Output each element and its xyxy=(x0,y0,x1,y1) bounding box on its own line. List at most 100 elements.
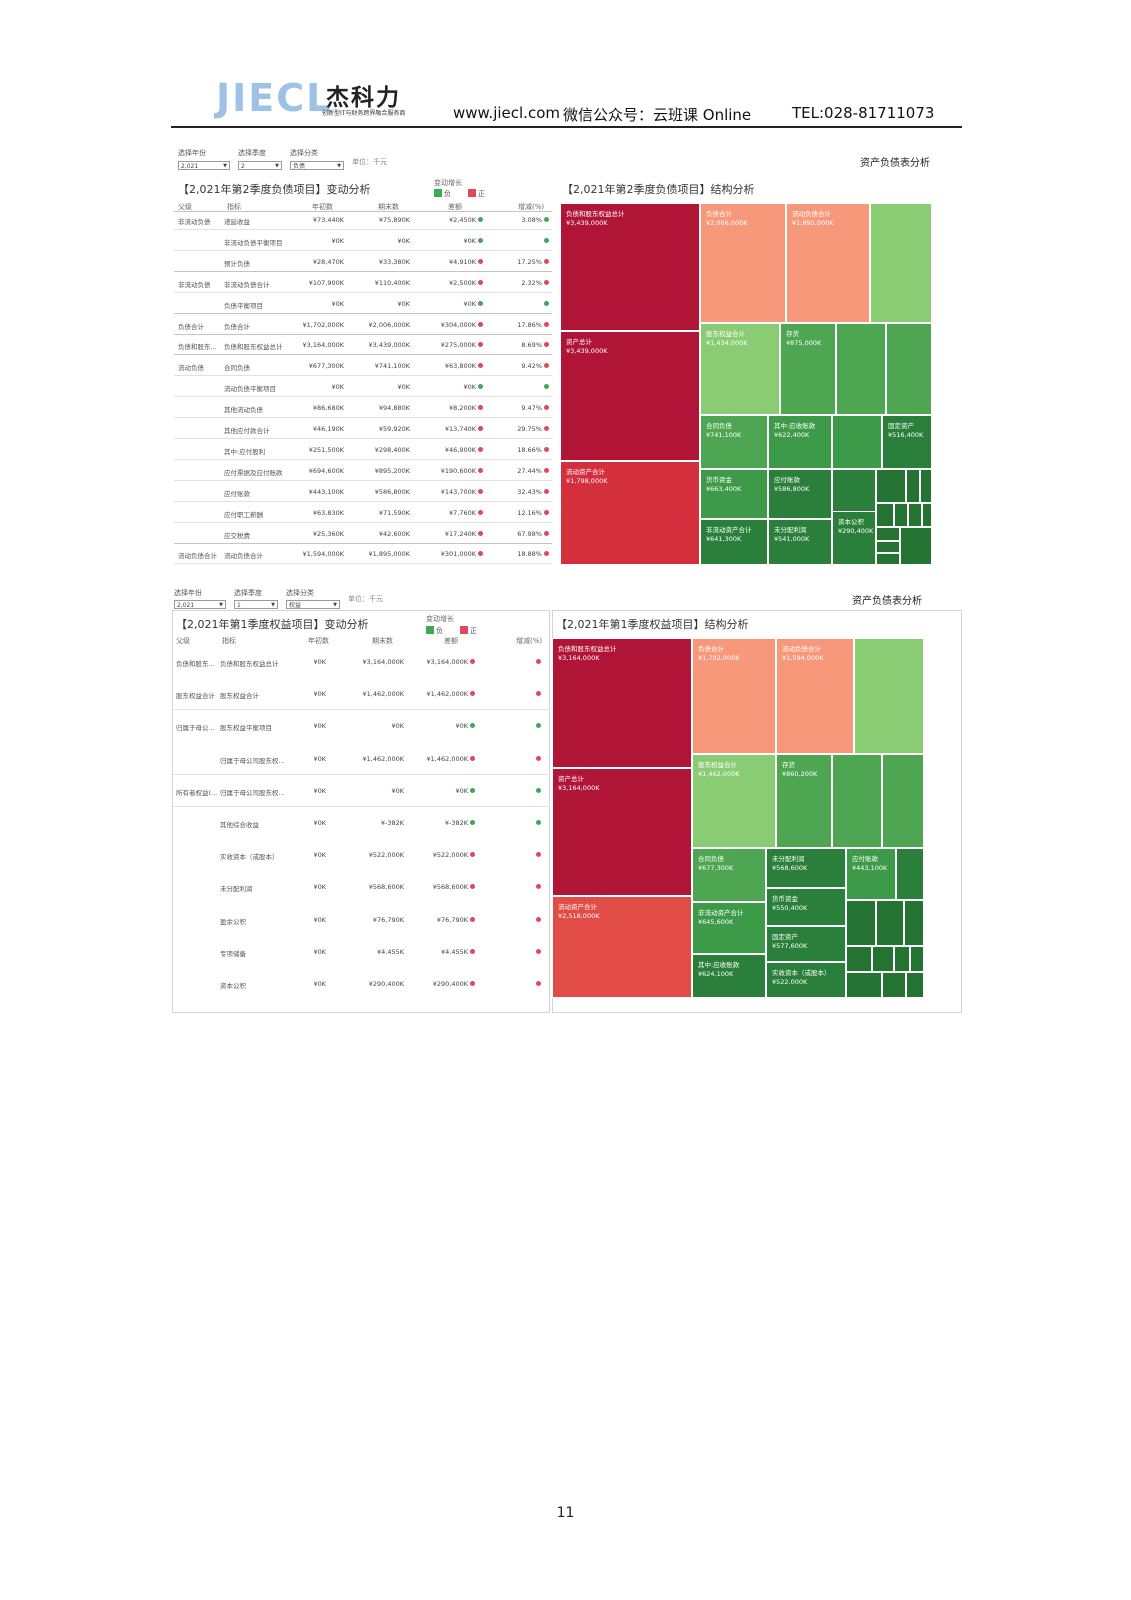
filter-year-select[interactable]: 2,021 ▼ xyxy=(174,600,226,609)
treemap-cell-name: 非流动资产合计 xyxy=(698,909,744,917)
row-diff-indicator-dot xyxy=(478,321,483,327)
row-pct-indicator-dot xyxy=(536,787,541,793)
row-diff-indicator-dot xyxy=(470,755,475,761)
treemap-title: 【2,021年第1季度权益项目】结构分析 xyxy=(556,618,749,631)
treemap-cell-value: ¥624,100K xyxy=(698,970,734,978)
row-diff-indicator-dot xyxy=(470,820,475,825)
row-divider xyxy=(172,709,550,711)
treemap-cell: 货币资金 ¥663,400K xyxy=(700,469,768,519)
website-text: www.jiecl.com xyxy=(453,104,560,122)
treemap-cell-small xyxy=(876,900,904,946)
legend-swatch-green xyxy=(426,626,434,634)
row-end-value: ¥94,880K xyxy=(378,404,410,413)
treemap-cell-label: 未分配利润 ¥568,600K xyxy=(772,855,807,873)
row-divider xyxy=(172,805,550,807)
treemap-cell-name: 合同负债 xyxy=(706,422,732,430)
row-diff-indicator-dot xyxy=(478,446,483,452)
row-pct-value: 3.08% xyxy=(521,216,542,224)
legend-label-negative: 负 xyxy=(436,627,443,635)
row-diff-indicator-dot xyxy=(478,342,483,348)
treemap-cell-label: 流动资产合计 ¥1,798,000K xyxy=(566,468,607,486)
filter-year-select[interactable]: 2,021 ▼ xyxy=(178,161,230,170)
treemap-cell-value: ¥663,400K xyxy=(706,485,742,493)
row-pct-indicator-dot xyxy=(536,723,541,729)
treemap-cell: 存货 ¥875,000K xyxy=(780,323,836,415)
row-end-value: ¥-382K xyxy=(380,819,404,827)
row-parent-label: 流动负债合计 xyxy=(178,552,217,561)
filter-quarter-select[interactable]: 2 ▼ xyxy=(238,161,282,170)
row-diff-value: ¥1,462,000K xyxy=(426,754,468,763)
treemap-cell-label: 其中:应收账款 ¥622,400K xyxy=(774,422,815,440)
filter-quarter-label: 选择季度 xyxy=(238,149,266,157)
row-diff-value: ¥17,240K xyxy=(444,529,476,538)
row-diff-indicator-dot xyxy=(478,363,483,369)
treemap-cell: 资产总计 ¥3,164,000K xyxy=(552,768,692,896)
row-end-value: ¥110,400K xyxy=(374,278,410,287)
row-parent-label: 负债和股东... xyxy=(178,343,217,352)
row-divider xyxy=(174,500,552,502)
filter-category-label: 选择分类 xyxy=(290,149,318,157)
row-end-value: ¥895,200K xyxy=(374,466,410,475)
row-metric-label: 盈余公积 xyxy=(220,917,246,926)
row-diff-value: ¥3,164,000K xyxy=(426,658,468,666)
chevron-down-icon: ▼ xyxy=(275,163,279,169)
row-diff-value: ¥1,462,000K xyxy=(426,690,468,699)
filter-category-value: 权益 xyxy=(289,602,302,609)
row-end-value: ¥0K xyxy=(397,383,410,392)
row-diff-indicator-dot xyxy=(470,884,475,890)
row-diff-value: ¥0K xyxy=(463,236,476,245)
treemap-cell: 负债合计 ¥2,006,000K xyxy=(700,203,786,323)
row-diff-indicator-dot xyxy=(478,300,483,306)
table-title: 【2,021年第1季度权益项目】变动分析 xyxy=(176,618,369,631)
dashboard-corner-title: 资产负债表分析 xyxy=(852,596,922,607)
treemap-cell-small xyxy=(846,900,876,946)
treemap-cell-small xyxy=(870,203,932,323)
table-title: 【2,021年第2季度负债项目】变动分析 xyxy=(178,183,371,196)
row-diff-indicator-dot xyxy=(470,948,475,954)
row-diff-indicator-dot xyxy=(478,237,483,243)
row-divider xyxy=(174,542,552,544)
treemap-cell-value: ¥875,000K xyxy=(786,339,822,347)
row-pct-indicator-dot xyxy=(536,691,541,697)
treemap-cell-label: 合同负债 ¥741,100K xyxy=(706,422,741,440)
row-diff-indicator-dot xyxy=(478,384,483,390)
treemap-cell-label: 负债和股东权益总计 ¥3,439,000K xyxy=(566,210,625,228)
treemap-cell-small xyxy=(876,469,906,503)
row-pct-value: 17.25% xyxy=(517,257,542,266)
treemap-cell-value: ¥3,164,000K xyxy=(558,784,600,792)
filter-category-select[interactable]: 权益 ▼ xyxy=(286,600,340,609)
row-diff-value: ¥522,000K xyxy=(432,851,468,860)
treemap-cell-name: 固定资产 xyxy=(772,933,798,941)
treemap-cell-name: 实收资本（或股本） xyxy=(772,969,831,977)
treemap-cell-value: ¥1,702,000K xyxy=(698,654,740,662)
row-metric-label: 未分配利润 xyxy=(220,885,253,894)
legend-swatch-red xyxy=(468,189,476,197)
treemap-cell-name: 非流动资产合计 xyxy=(706,526,752,534)
row-end-value: ¥741,100K xyxy=(374,362,410,371)
treemap-cell-name: 货币资金 xyxy=(772,895,798,903)
row-pct-indicator-dot xyxy=(544,488,549,494)
treemap-cell-label: 应付账款 ¥443,100K xyxy=(852,855,887,873)
row-pct-indicator-dot xyxy=(544,551,549,557)
row-begin-value: ¥677,300K xyxy=(308,362,344,371)
treemap-cell-small xyxy=(846,972,882,998)
treemap-cell-value: ¥541,000K xyxy=(774,535,810,543)
filter-category-select[interactable]: 负债 ▼ xyxy=(290,161,344,170)
treemap-cell-value: ¥1,594,000K xyxy=(782,654,824,662)
treemap-cell-label: 流动资产合计 ¥2,518,000K xyxy=(558,903,599,921)
row-metric-label: 资本公积 xyxy=(220,982,246,990)
filter-quarter-select[interactable]: 1 ▼ xyxy=(234,600,278,609)
treemap-cell-label: 股东权益合计 ¥1,462,000K xyxy=(698,761,739,779)
row-pct-indicator-dot xyxy=(544,279,549,285)
treemap-cell-name: 资产总计 xyxy=(566,338,592,346)
treemap-cell-small xyxy=(904,900,924,946)
row-begin-value: ¥3,164,000K xyxy=(302,341,344,350)
row-metric-label: 其他综合收益 xyxy=(220,821,259,829)
row-parent-label: 负债和股东... xyxy=(176,660,215,668)
chevron-down-icon: ▼ xyxy=(337,163,341,169)
treemap-cell-small xyxy=(900,527,932,565)
treemap-cell-label: 负债合计 ¥2,006,000K xyxy=(706,210,747,228)
treemap-cell-name: 流动负债合计 xyxy=(782,645,821,653)
row-pct-value: 29.75% xyxy=(517,425,542,433)
row-end-value: ¥0K xyxy=(397,299,410,308)
